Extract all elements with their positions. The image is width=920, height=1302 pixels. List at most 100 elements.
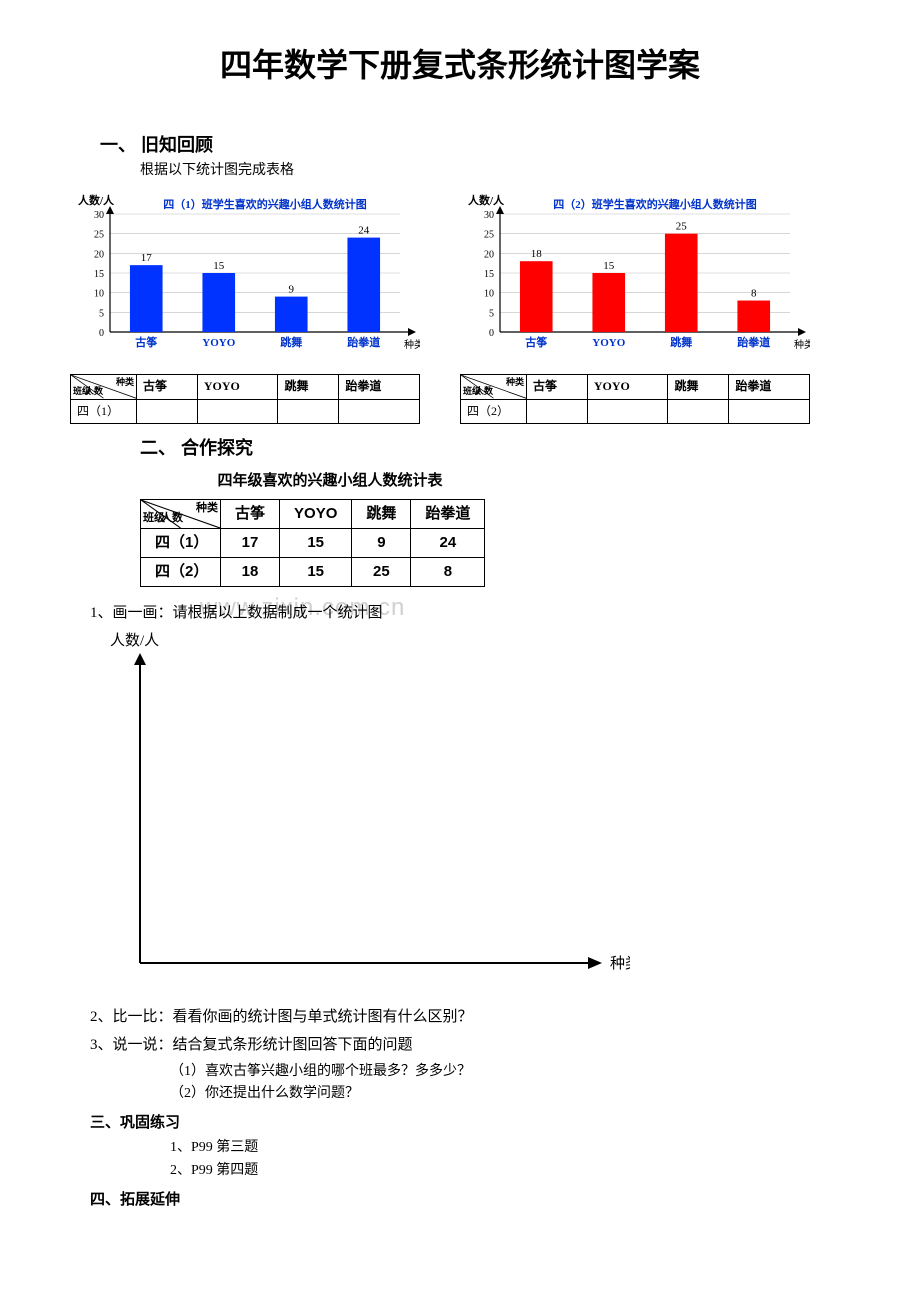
charts-row: 人数/人 四（1）班学生喜欢的兴趣小组人数统计图 0 5 10 15 20 25 30 种类 17 古…	[70, 190, 850, 423]
table-row: 四（1） 17 15 9 24	[141, 528, 485, 557]
cell: 15	[280, 557, 352, 586]
svg-text:古筝: 古筝	[135, 335, 157, 349]
col-h: 跆拳道	[411, 499, 485, 528]
col-h: 跆拳道	[339, 375, 420, 399]
svg-text:10: 10	[94, 289, 104, 300]
chart2-svg: 人数/人 四（2）班学生喜欢的兴趣小组人数统计图 0 5 10 15 20 25 30 种类 18 古…	[460, 190, 810, 360]
cell	[668, 399, 729, 423]
s3-item1: 1、P99 第三题	[170, 1137, 850, 1159]
section1-subtext: 根据以下统计图完成表格	[140, 160, 850, 182]
svg-text:15: 15	[603, 260, 615, 272]
svg-text:15: 15	[484, 269, 494, 280]
col-h: 跳舞	[278, 375, 339, 399]
cell: 8	[411, 557, 485, 586]
cell	[729, 399, 810, 423]
row-label: 四（1）	[141, 528, 221, 557]
q1-ylabel: 人数/人	[110, 629, 850, 653]
q3: 3、说一说：结合复式条形统计图回答下面的问题	[90, 1033, 850, 1057]
svg-text:30: 30	[94, 210, 104, 221]
svg-text:5: 5	[489, 309, 494, 320]
blank-chart-svg: 种类	[110, 653, 630, 983]
svg-text:15: 15	[94, 269, 104, 280]
cell: 25	[352, 557, 411, 586]
q1: 1、画一画：请根据以上数据制成一个统计图	[90, 601, 850, 625]
svg-text:30: 30	[484, 210, 494, 221]
diag-top: 种类	[506, 375, 524, 389]
cell: 24	[411, 528, 485, 557]
col-h: YOYO	[280, 499, 352, 528]
diag-bot: 班级	[463, 384, 481, 398]
diag-cell: 种类 人数 班级	[461, 375, 527, 399]
col-h: 古筝	[137, 375, 198, 399]
diag-cell: 种类 人数 班级	[141, 499, 221, 528]
col-h: 跳舞	[668, 375, 729, 399]
chart1-box: 人数/人 四（1）班学生喜欢的兴趣小组人数统计图 0 5 10 15 20 25 30 种类 17 古…	[70, 190, 420, 423]
svg-text:YOYO: YOYO	[592, 337, 625, 349]
diag-top: 种类	[196, 500, 218, 518]
svg-text:20: 20	[484, 250, 494, 261]
col-h: 跆拳道	[729, 375, 810, 399]
svg-text:跆拳道: 跆拳道	[347, 335, 380, 349]
cell: 18	[221, 557, 280, 586]
section2-heading: 二、 合作探究	[140, 434, 850, 463]
col-h: YOYO	[587, 375, 668, 399]
svg-text:跳舞: 跳舞	[280, 335, 302, 349]
svg-text:24: 24	[358, 225, 370, 237]
q3-sub1: （1）喜欢古筝兴趣小组的哪个班最多？多多少？	[170, 1061, 850, 1083]
svg-text:25: 25	[94, 230, 104, 241]
svg-text:四（1）班学生喜欢的兴趣小组人数统计图: 四（1）班学生喜欢的兴趣小组人数统计图	[163, 197, 367, 211]
svg-text:人数/人: 人数/人	[468, 193, 505, 207]
q2: 2、比一比：看看你画的统计图与单式统计图有什么区别？	[90, 1005, 850, 1029]
cell	[527, 399, 588, 423]
col-h: 跳舞	[352, 499, 411, 528]
mini-table-1: 种类 人数 班级 古筝 YOYO 跳舞 跆拳道 四（1）	[70, 374, 420, 423]
svg-text:跳舞: 跳舞	[670, 335, 692, 349]
svg-text:25: 25	[484, 230, 494, 241]
svg-text:20: 20	[94, 250, 104, 261]
svg-text:种类: 种类	[794, 338, 810, 351]
svg-text:17: 17	[141, 253, 153, 265]
section3-heading: 三、巩固练习	[90, 1111, 850, 1135]
col-h: 古筝	[221, 499, 280, 528]
cell	[587, 399, 668, 423]
svg-text:10: 10	[484, 289, 494, 300]
cell: 15	[280, 528, 352, 557]
cell	[197, 399, 278, 423]
section2-subtitle: 四年级喜欢的兴趣小组人数统计表	[0, 469, 850, 493]
col-h: 古筝	[527, 375, 588, 399]
cell: 17	[221, 528, 280, 557]
diag-cell: 种类 人数 班级	[71, 375, 137, 399]
svg-text:古筝: 古筝	[525, 335, 547, 349]
diag-bot: 班级	[73, 384, 91, 398]
diag-top: 种类	[116, 375, 134, 389]
svg-text:跆拳道: 跆拳道	[737, 335, 770, 349]
svg-text:18: 18	[531, 249, 543, 261]
svg-text:种类: 种类	[404, 338, 420, 351]
svg-text:5: 5	[99, 309, 104, 320]
chart2-box: 人数/人 四（2）班学生喜欢的兴趣小组人数统计图 0 5 10 15 20 25 30 种类 18 古…	[460, 190, 810, 423]
cell	[339, 399, 420, 423]
svg-text:0: 0	[99, 328, 104, 339]
chart1-svg: 人数/人 四（1）班学生喜欢的兴趣小组人数统计图 0 5 10 15 20 25 30 种类 17 古…	[70, 190, 420, 360]
section1-heading: 一、 旧知回顾	[100, 131, 850, 160]
svg-text:0: 0	[489, 328, 494, 339]
svg-text:8: 8	[751, 288, 757, 300]
svg-text:四（2）班学生喜欢的兴趣小组人数统计图: 四（2）班学生喜欢的兴趣小组人数统计图	[553, 197, 757, 211]
svg-text:9: 9	[289, 284, 295, 296]
svg-text:25: 25	[676, 221, 688, 233]
row-label: 四（1）	[71, 399, 137, 423]
table-row: 四（2） 18 15 25 8	[141, 557, 485, 586]
cell	[137, 399, 198, 423]
cell	[278, 399, 339, 423]
data-table: 种类 人数 班级 古筝 YOYO 跳舞 跆拳道 四（1） 17 15 9 24 …	[140, 499, 485, 587]
diag-bot: 班级	[143, 510, 165, 528]
page-title: 四年数学下册复式条形统计图学案	[70, 40, 850, 91]
col-h: YOYO	[197, 375, 278, 399]
svg-text:人数/人: 人数/人	[78, 193, 115, 207]
q3-sub2: （2）你还提出什么数学问题？	[170, 1083, 850, 1105]
blank-chart: 种类	[110, 653, 810, 991]
svg-text:15: 15	[213, 260, 225, 272]
svg-text:YOYO: YOYO	[202, 337, 235, 349]
row-label: 四（2）	[461, 399, 527, 423]
s3-item2: 2、P99 第四题	[170, 1160, 850, 1182]
